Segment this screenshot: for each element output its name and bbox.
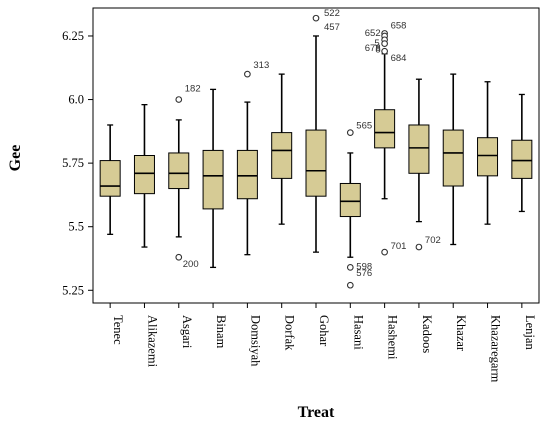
iqr-box: [374, 109, 396, 149]
outlier-point: [381, 47, 388, 55]
iqr-box: [305, 129, 327, 197]
box-khazaregarm: [477, 81, 499, 225]
outlier-label: 598: [356, 261, 372, 272]
box-series: [99, 35, 533, 269]
x-tick-label: Dorfak: [283, 315, 297, 351]
outlier-label: 313: [253, 60, 269, 71]
x-axis-title: Treat: [298, 404, 335, 421]
iqr-box: [99, 160, 121, 197]
outlier-label: 522: [324, 8, 340, 19]
y-axis-title: Gee: [7, 145, 24, 172]
outlier-label: 8: [375, 45, 380, 56]
outlier-point: [312, 14, 320, 22]
x-tick-label: Khazar: [454, 315, 468, 352]
x-tick-label: Hasani: [351, 315, 365, 350]
iqr-box: [442, 129, 464, 187]
outlier-point: [175, 96, 183, 103]
box-hasani: [339, 152, 361, 258]
box-gohar: [305, 35, 327, 253]
x-tick-label: Asgari: [180, 315, 194, 349]
y-tick-label: 5.5: [68, 220, 84, 234]
outlier-label: 576: [356, 268, 372, 279]
box-domsiyah: [236, 101, 258, 256]
outlier-label: 200: [183, 259, 199, 270]
box-hashemi: [374, 53, 396, 200]
iqr-box: [168, 152, 190, 190]
iqr-box: [511, 139, 533, 179]
y-tick-label: 5.25: [62, 283, 84, 297]
x-tick-label: Tenec: [111, 315, 125, 345]
outlier-label: 457: [324, 22, 340, 33]
outlier-point: [381, 248, 388, 256]
x-tick-label: Alikazemi: [145, 315, 159, 368]
outlier-point: [175, 253, 183, 261]
x-tick-label: Kadoos: [420, 315, 434, 353]
outlier-point: [346, 264, 354, 271]
iqr-box: [477, 137, 499, 177]
x-tick-label: Domsiyah: [248, 315, 262, 367]
box-asgari: [168, 119, 190, 238]
x-tick-label: Khazaregarm: [489, 315, 503, 383]
box-alikazemi: [133, 103, 155, 248]
outlier-point: [381, 40, 388, 47]
outlier-label: 678: [365, 43, 381, 54]
iqr-box: [271, 132, 293, 179]
x-axis: Tenec Alikazemi Asgari Binam Domsiyah Dorfak G…: [109, 303, 537, 383]
y-tick-label: 5.75: [62, 156, 84, 170]
box-binam: [202, 88, 224, 269]
box-khazar: [442, 73, 464, 246]
x-tick-label: Hashemi: [386, 315, 400, 360]
y-tick-label: 6.0: [68, 93, 84, 107]
outlier-label: 684: [391, 53, 407, 64]
x-tick-label: Lenjan: [523, 315, 537, 350]
outlier-label: 701: [391, 241, 407, 252]
outlier-label: 182: [185, 84, 201, 95]
outlier-label: 565: [356, 121, 372, 132]
x-tick-label: Gohar: [317, 315, 331, 347]
outlier-point: [244, 70, 251, 78]
outlier-label: 5: [374, 38, 379, 49]
box-kadoos: [408, 78, 430, 223]
outlier-label: 658: [391, 20, 407, 31]
iqr-box: [339, 182, 361, 218]
y-axis: 5.25 5.5 5.75 6.0 6.25: [62, 29, 93, 297]
outlier-label: 652: [365, 28, 381, 39]
iqr-box: [236, 149, 258, 200]
outlier-point: [346, 129, 354, 136]
box-dorfak: [271, 73, 293, 225]
y-tick-label: 6.25: [62, 29, 84, 43]
outlier-point: [346, 281, 354, 289]
outlier-label: 702: [425, 235, 441, 246]
iqr-box: [408, 124, 430, 174]
x-tick-label: Binam: [214, 315, 228, 349]
box-lenjan: [511, 93, 533, 213]
box-tenec: [99, 124, 121, 235]
iqr-box: [202, 149, 224, 210]
iqr-box: [133, 155, 155, 195]
outlier-point: [415, 243, 423, 251]
